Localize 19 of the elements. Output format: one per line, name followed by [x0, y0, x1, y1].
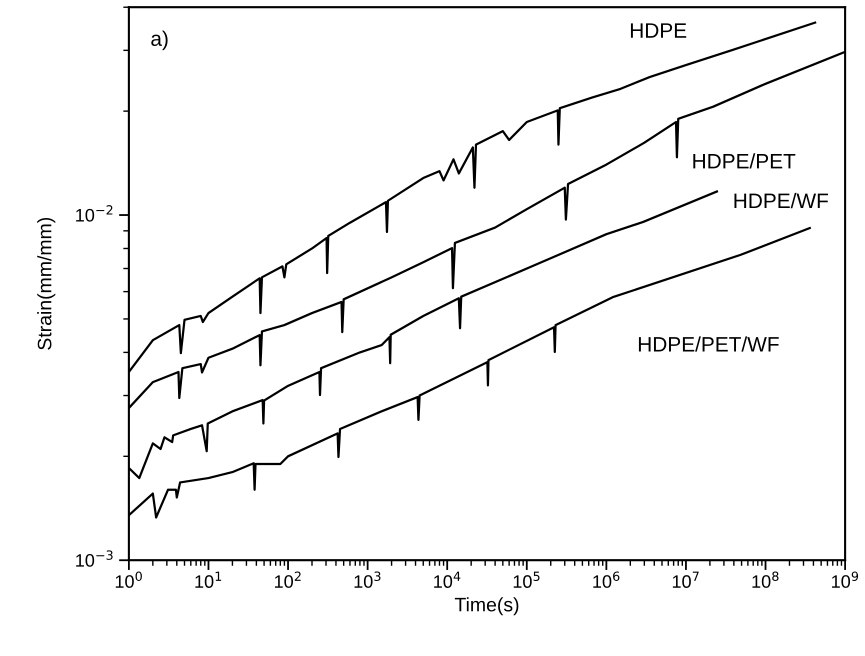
- y-tick-label: 10$^{−3}$: [76, 550, 113, 567]
- x-tick-label: 10$^{2}$: [274, 571, 301, 588]
- annotation: a): [151, 30, 168, 50]
- x-tick-label: 10$^{7}$: [672, 572, 699, 588]
- x-tick-label: 10$^{5}$: [514, 572, 540, 588]
- x-tick-label: 10$^{1}$: [195, 572, 222, 588]
- x-tick-label: 10$^{0}$: [116, 571, 142, 588]
- x-tick-label: 10$^{8}$: [752, 571, 779, 588]
- text: HDPE/PET/WF: [638, 336, 779, 352]
- series-label: HDPE/PET: [693, 153, 796, 169]
- y-tick-label: 10$^{−2}$: [76, 205, 112, 222]
- series-label: HDPE: [630, 23, 686, 38]
- x-tick-label: 10$^{4}$: [434, 572, 460, 588]
- y-axis-title: Strain(mm/mm): [37, 218, 56, 350]
- series-label: HDPE/WF: [734, 192, 828, 208]
- x-tick-label: 10$^{6}$: [593, 571, 620, 588]
- x-axis-title: Time(s): [454, 597, 518, 616]
- x-tick-label: 10$^{3}$: [354, 571, 380, 588]
- x-tick-label: 10$^{9}$: [832, 571, 858, 588]
